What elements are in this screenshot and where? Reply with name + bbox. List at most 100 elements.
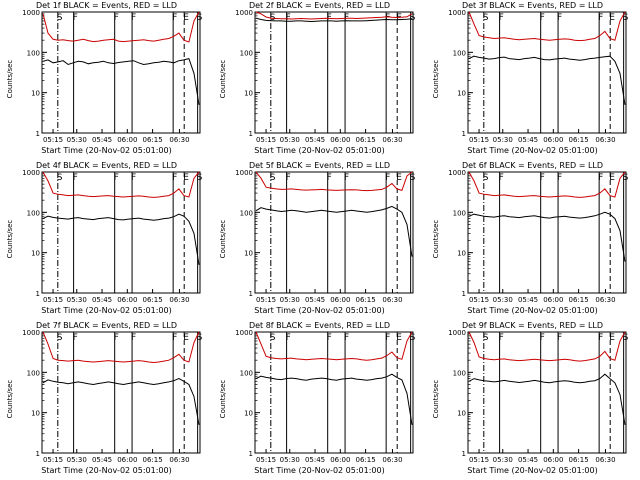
event-marker-label: F (131, 333, 136, 343)
detector-panel-3: 1 10 100 1000 05:15 05:30 05:45 06:00 06:15 06:30… (426, 0, 639, 160)
chart-title: Det 7f BLACK = Events, RED = LLD (35, 321, 178, 330)
event-marker-label: F (540, 333, 545, 343)
plot-frame (41, 11, 201, 134)
series-line-events (255, 205, 413, 257)
y-tick-label: 100 (240, 369, 253, 377)
event-marker-label: F (385, 173, 390, 183)
y-tick-label: 10 (457, 90, 466, 98)
event-marker-label: F (598, 173, 603, 183)
x-tick-label: 06:30 (382, 456, 402, 464)
x-tick-label: 05:30 (493, 296, 513, 304)
x-tick-label: 05:45 (92, 136, 112, 144)
y-tick-label: 1000 (22, 169, 40, 177)
detector-chart-3: 1 10 100 1000 05:15 05:30 05:45 06:00 06:15 06:30… (448, 9, 629, 144)
event-marker-label: F (131, 173, 136, 183)
detector-chart-6: 1 10 100 1000 05:15 05:30 05:45 06:00 06:15 06:30… (448, 169, 629, 304)
series-line-lld (468, 171, 626, 198)
event-marker-label: F (114, 13, 119, 23)
x-axis-label: Start Time (20-Nov-02 05:01:00) (254, 466, 385, 475)
y-tick-label: 10 (31, 90, 40, 98)
x-axis-label: Start Time (20-Nov-02 05:01:00) (254, 306, 385, 315)
event-marker-label: F (172, 13, 177, 23)
x-axis-label: Start Time (20-Nov-02 05:01:00) (254, 146, 385, 155)
chart-title: Det 6f BLACK = Events, RED = LLD (461, 161, 604, 170)
x-tick-label: 06:30 (595, 296, 615, 304)
event-marker-label: S (197, 333, 203, 343)
detector-chart-7: 1 10 100 1000 05:15 05:30 05:45 06:00 06:15 06:30… (22, 329, 203, 464)
event-marker-label: F (172, 173, 177, 183)
event-marker-label: F (385, 333, 390, 343)
x-tick-label: 06:00 (330, 296, 350, 304)
y-axis-label: Counts/sec (219, 379, 227, 419)
x-tick-label: 05:45 (92, 456, 112, 464)
event-marker-label: F (557, 333, 562, 343)
detector-panel-1: 1 10 100 1000 05:15 05:30 05:45 06:00 06:15 06:30… (0, 0, 213, 160)
event-marker-label: E (183, 333, 189, 343)
series-line-events (255, 373, 413, 425)
event-marker-label: F (73, 333, 78, 343)
x-tick-label: 05:30 (67, 456, 87, 464)
x-tick-label: 05:15 (43, 296, 63, 304)
event-marker-label: S (483, 333, 489, 343)
event-marker-label: F (385, 13, 390, 23)
event-marker-label: F (557, 173, 562, 183)
y-tick-label: 1 (249, 130, 253, 138)
event-marker-label: S (623, 13, 629, 23)
y-tick-label: 100 (240, 49, 253, 57)
chart-title: Det 4f BLACK = Events, RED = LLD (35, 161, 178, 170)
x-tick-label: 05:15 (43, 456, 63, 464)
detector-panel-7: 1 10 100 1000 05:15 05:30 05:45 06:00 06:15 06:30… (0, 320, 213, 480)
event-marker-label: E (609, 13, 615, 23)
event-marker-label: F (598, 333, 603, 343)
event-marker-label: F (344, 333, 349, 343)
x-tick-label: 06:00 (330, 456, 350, 464)
event-marker-label: F (131, 13, 136, 23)
chart-title: Det 9f BLACK = Events, RED = LLD (461, 321, 604, 330)
detector-panel-6: 1 10 100 1000 05:15 05:30 05:45 06:00 06:15 06:30… (426, 160, 639, 320)
event-marker-label: E (183, 13, 189, 23)
event-marker-label: S (623, 173, 629, 183)
x-tick-label: 05:15 (469, 456, 489, 464)
y-tick-label: 1 (36, 130, 40, 138)
event-marker-label: E (183, 173, 189, 183)
x-tick-label: 05:45 (518, 136, 538, 144)
x-tick-label: 05:15 (469, 136, 489, 144)
x-tick-label: 05:30 (67, 136, 87, 144)
x-tick-label: 06:15 (569, 296, 589, 304)
event-marker-label: S (410, 333, 416, 343)
series-line-events (468, 55, 626, 105)
chart-title: Det 1f BLACK = Events, RED = LLD (35, 1, 178, 10)
y-tick-label: 100 (27, 369, 40, 377)
detector-panel-9: 1 10 100 1000 05:15 05:30 05:45 06:00 06:15 06:30… (426, 320, 639, 480)
y-axis-label: Counts/sec (6, 379, 14, 419)
x-axis-label: Start Time (20-Nov-02 05:01:00) (467, 466, 598, 475)
y-tick-label: 100 (27, 49, 40, 57)
y-tick-label: 10 (244, 90, 253, 98)
y-tick-label: 1 (462, 450, 466, 458)
event-marker-label: S (57, 173, 63, 183)
x-tick-label: 06:15 (569, 456, 589, 464)
event-marker-label: E (396, 333, 402, 343)
series-line-events (468, 211, 626, 262)
y-axis-label: Counts/sec (432, 379, 440, 419)
y-axis-label: Counts/sec (219, 219, 227, 259)
y-tick-label: 10 (31, 250, 40, 258)
x-tick-label: 05:30 (493, 456, 513, 464)
event-marker-label: F (499, 333, 504, 343)
x-tick-label: 05:30 (280, 456, 300, 464)
detector-chart-4: 1 10 100 1000 05:15 05:30 05:45 06:00 06:15 06:30… (22, 169, 202, 304)
y-tick-label: 100 (27, 209, 40, 217)
x-tick-label: 06:30 (382, 136, 402, 144)
series-line-events (468, 373, 626, 425)
series-line-lld (468, 11, 626, 42)
y-tick-label: 1000 (448, 9, 466, 17)
x-tick-label: 06:15 (143, 296, 163, 304)
detector-chart-5: 1 10 100 1000 05:15 05:30 05:45 06:00 06:15 06:30… (235, 169, 415, 304)
event-marker-label: S (197, 13, 203, 23)
series-line-events (42, 57, 200, 105)
y-tick-label: 10 (244, 410, 253, 418)
event-marker-label: F (499, 13, 504, 23)
event-marker-label: E (396, 173, 402, 183)
event-marker-label: F (499, 173, 504, 183)
event-marker-label: F (598, 13, 603, 23)
